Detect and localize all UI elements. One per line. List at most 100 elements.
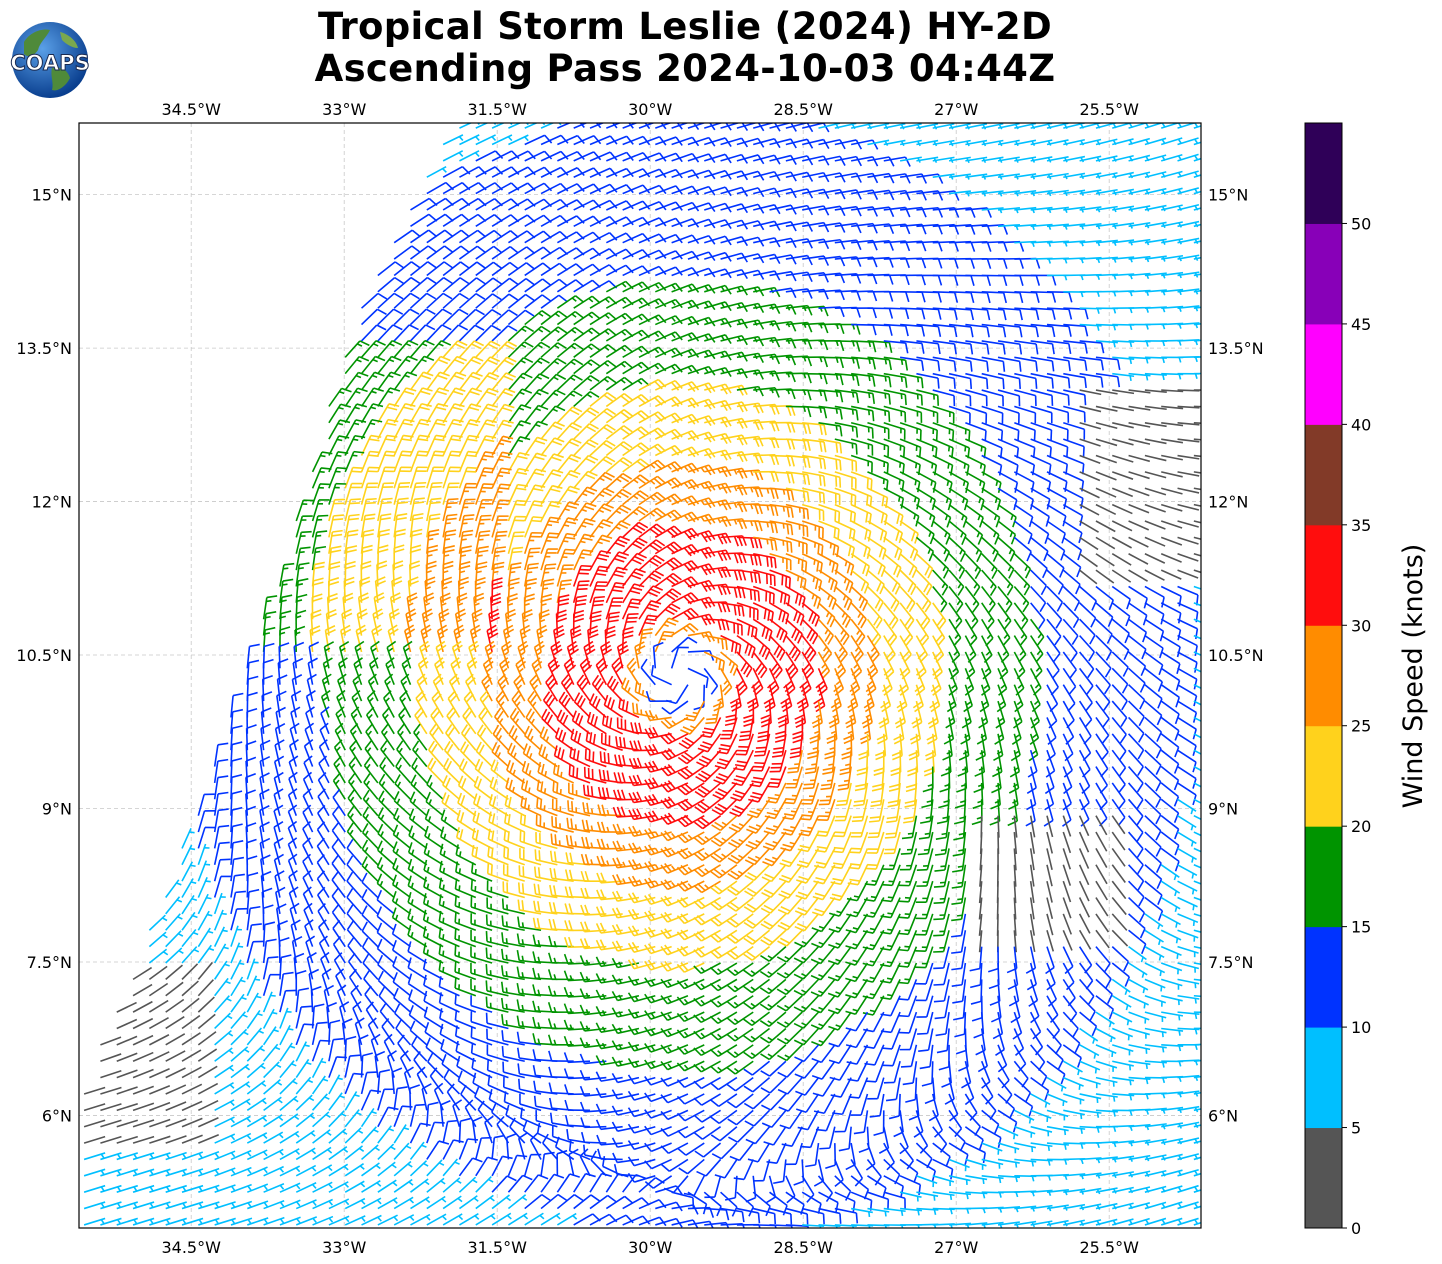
wind-barb [1193,240,1201,244]
wind-barb [426,324,452,342]
wind-barb [1063,340,1088,354]
wind-barb [736,269,765,280]
wind-barb [475,293,502,309]
colorbar-segment [1305,926,1342,1028]
wind-barb [785,188,814,199]
wind-barb [540,294,568,309]
wind-barb [459,150,480,162]
wind-barb [507,293,535,309]
wind-barb [785,138,814,149]
wind-barb [360,340,386,358]
wind-barb [638,217,667,228]
wind-barb [802,155,830,166]
wind-barb [442,340,468,358]
wind-barb [638,168,667,178]
lat-tick-label: 13.5°N [16,339,72,358]
wind-barb [491,261,519,277]
lon-tick-label: 27°W [934,100,978,119]
wind-barb [769,221,797,232]
wind-barb [916,356,941,372]
colorbar-segment [1305,625,1342,727]
wind-barb [965,340,990,355]
colorbar-segment [1305,524,1342,626]
wind-barb [655,250,683,260]
wind-barb [899,356,925,372]
wind-barb [361,292,388,309]
wind-barb [507,325,535,342]
wind-barb [557,134,585,146]
wind-barb [1112,356,1135,365]
wind-barb [965,356,989,372]
wind-barb [606,216,634,228]
title-line-1: Tropical Storm Leslie (2024) HY-2D [318,5,1052,48]
wind-barb [1063,223,1086,230]
wind-barb [638,200,667,211]
wind-barb [442,261,470,277]
wind-barb [1079,323,1102,331]
wind-barb [475,229,503,244]
wind-barb [802,188,830,199]
wind-barb [410,245,438,260]
wind-barb [802,238,830,250]
wind-barb [769,204,797,215]
wind-barb [556,310,584,326]
wind-barb [638,249,667,260]
wind-barb [459,134,480,146]
wind-barb [769,171,797,182]
wind-barb [606,135,634,146]
wind-barb [916,340,941,355]
wind-barb [850,156,879,167]
lat-tick-label: 15°N [1208,186,1248,205]
wind-barb [997,123,1020,130]
wind-barb [834,172,862,183]
wind-barb [1112,340,1135,348]
wind-barb [997,340,1023,355]
wind-barb [753,237,781,248]
wind-barb [1014,307,1040,321]
wind-barb [867,123,890,130]
wind-barb [1193,356,1201,359]
wind-barb [1095,356,1121,371]
wind-barb [524,150,553,162]
lon-ticks-bottom: 34.5°W 33°W 31.5°W 30°W 28.5°W 27°W 25.5°W [161,1238,1139,1257]
wind-barb [1046,356,1071,372]
wind-barb [1063,356,1088,371]
colorbar-tick-label: 45 [1351,315,1371,334]
wind-barb [393,245,421,260]
wind-barb [638,298,667,309]
wind-barb [851,189,879,200]
wind-barb [426,166,447,178]
wind-barb [981,307,1007,321]
wind-barb [948,340,974,355]
wind-barb [606,167,634,178]
wind-barb [491,277,519,293]
wind-barb [753,170,781,182]
wind-barb [426,245,454,260]
colorbar: 0 5 10 15 20 25 30 35 40 45 50 [1304,122,1371,1238]
lat-tick-label: 12°N [1208,493,1248,512]
wind-barb [573,295,601,309]
wind-barb [1193,190,1201,195]
wind-barb [475,261,503,277]
wind-barb [507,341,534,358]
colorbar-segment [1305,123,1342,224]
lon-tick-label: 25.5°W [1079,1238,1139,1257]
wind-barb [524,123,546,129]
wind-barb [605,344,634,358]
wind-barb [426,229,454,244]
wind-barb [507,309,535,326]
wind-barb [475,134,497,146]
wind-barb [1193,157,1201,162]
lon-tick-label: 28.5°W [773,1238,833,1257]
wind-barb [410,229,438,244]
wind-barb [556,342,584,358]
wind-barb [524,294,552,309]
wind-barb [1193,256,1201,260]
wind-barb [753,204,781,215]
wind-barb [540,278,568,293]
wind-barb [573,167,602,178]
lat-ticks-left: 15°N 13.5°N 12°N 10.5°N 9°N 7.5°N 6°N [16,186,72,1126]
wind-barb [1014,356,1038,372]
wind-barb [540,150,569,162]
colorbar-tick-label: 25 [1351,717,1371,736]
